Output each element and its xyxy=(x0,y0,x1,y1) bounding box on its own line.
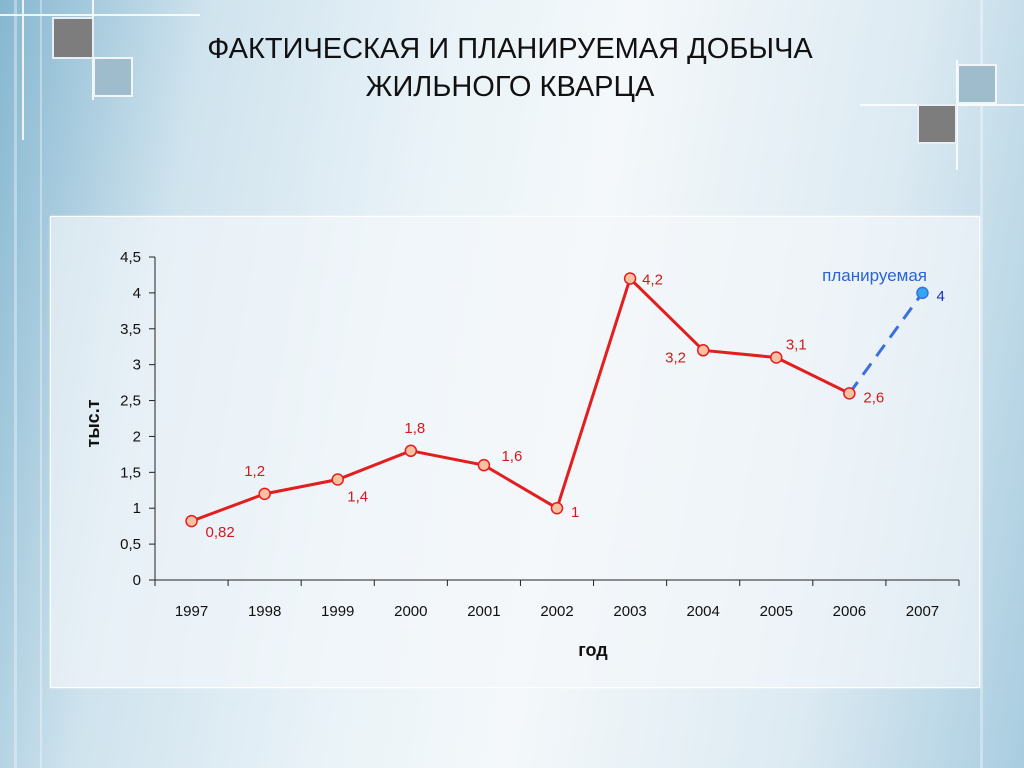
actual-point xyxy=(331,473,344,486)
y-tick-label: 1 xyxy=(133,500,141,517)
x-tick-label: 1998 xyxy=(248,603,281,620)
data-label: 1 xyxy=(571,504,579,521)
actual-point xyxy=(477,458,491,472)
actual-point xyxy=(843,387,856,400)
actual-point xyxy=(258,487,271,501)
actual-point xyxy=(185,514,198,528)
data-label: 1,6 xyxy=(501,448,522,465)
background-streak xyxy=(14,0,17,768)
decor-square xyxy=(917,104,957,144)
x-tick-label: 2004 xyxy=(686,603,719,620)
x-tick-label: 2002 xyxy=(540,603,573,620)
y-tick-label: 0,5 xyxy=(120,536,141,553)
line-chart: 0 0,5 1 1,5 2 2,5 3 3,5 4 4,5 1997 1998 1999 2000 2001… xyxy=(83,249,960,660)
actual-point xyxy=(404,444,418,458)
data-label: 1,2 xyxy=(244,463,265,480)
actual-point xyxy=(623,272,637,285)
decor-square xyxy=(957,64,997,104)
y-tick-label: 1,5 xyxy=(120,464,141,481)
x-axis-title: год xyxy=(578,640,608,660)
y-tick-label: 4 xyxy=(133,285,141,302)
background-streak xyxy=(980,0,983,768)
y-tick-label: 0 xyxy=(133,572,141,589)
y-tick-label: 4,5 xyxy=(120,249,141,266)
x-tick-label: 2005 xyxy=(760,603,793,620)
y-tick-label: 3 xyxy=(133,357,141,374)
y-tick-label: 2 xyxy=(133,428,141,445)
decor-line xyxy=(956,60,958,170)
decor-line xyxy=(22,0,24,140)
planned-series-label: планируемая xyxy=(822,266,927,285)
x-tick-label: 2000 xyxy=(394,603,427,620)
x-tick-label: 1999 xyxy=(321,603,354,620)
data-label: 3,2 xyxy=(665,349,686,366)
chart-panel: 0 0,5 1 1,5 2 2,5 3 3,5 4 4,5 1997 1998 1999 2000 2001… xyxy=(50,216,980,688)
y-axis-title: тыс.т xyxy=(83,399,103,447)
data-label: 3,1 xyxy=(786,336,807,353)
slide-title-line1: ФАКТИЧЕСКАЯ И ПЛАНИРУЕМАЯ ДОБЫЧА xyxy=(207,33,813,65)
actual-series-line xyxy=(191,275,851,523)
slide-title-line2: ЖИЛЬНОГО КВАРЦА xyxy=(365,71,655,103)
data-label: 0,82 xyxy=(206,524,235,541)
data-label: 2,6 xyxy=(863,389,884,406)
x-tick-label: 2003 xyxy=(613,603,646,620)
planned-point xyxy=(916,286,929,300)
background-streak xyxy=(40,0,42,768)
slide-title: ФАКТИЧЕСКАЯ И ПЛАНИРУЕМАЯ ДОБЫЧА ЖИЛЬНОГ… xyxy=(160,30,860,106)
x-tick-label: 2007 xyxy=(906,603,939,620)
y-tick-label: 2,5 xyxy=(120,393,141,410)
data-label: 4,2 xyxy=(642,272,663,289)
actual-point xyxy=(550,501,564,515)
decor-line xyxy=(0,14,200,16)
actual-point xyxy=(696,344,710,357)
data-label: 1,8 xyxy=(404,420,425,437)
actual-point xyxy=(770,351,783,364)
decor-square xyxy=(93,57,133,97)
y-tick-label: 3,5 xyxy=(120,321,141,338)
x-tick-label: 1997 xyxy=(175,603,208,620)
x-tick-label: 2001 xyxy=(467,603,500,620)
data-label: 1,4 xyxy=(347,489,368,506)
x-tick-label: 2006 xyxy=(833,603,866,620)
data-label: 4 xyxy=(936,288,944,305)
decor-square xyxy=(52,17,94,59)
planned-series-line xyxy=(848,292,924,395)
